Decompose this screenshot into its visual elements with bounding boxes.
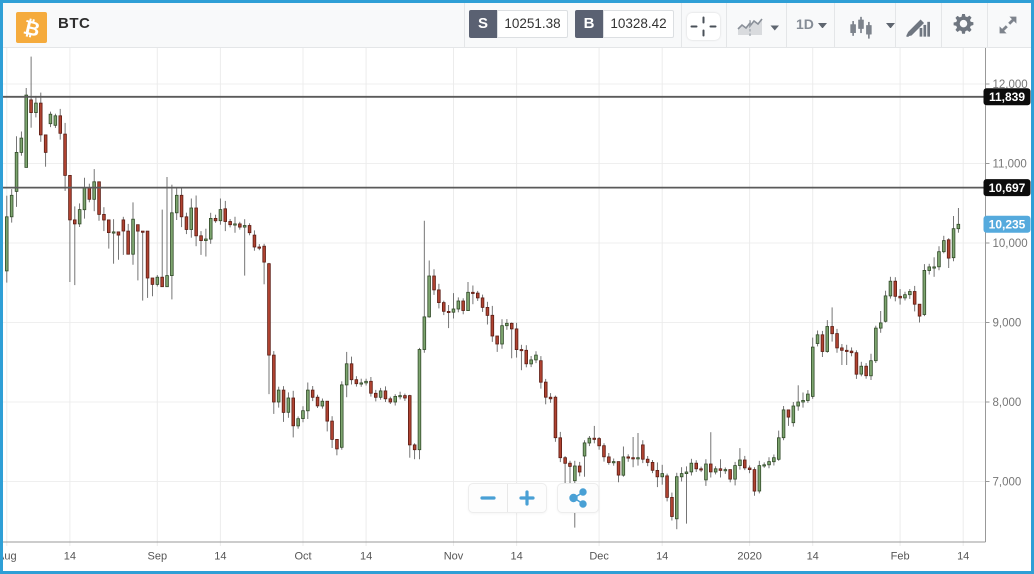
svg-text:2020: 2020 bbox=[737, 551, 761, 563]
svg-text:14: 14 bbox=[214, 551, 226, 563]
svg-text:11,839: 11,839 bbox=[989, 90, 1025, 104]
svg-text:Sep: Sep bbox=[148, 551, 168, 563]
svg-text:₿: ₿ bbox=[21, 16, 42, 41]
svg-text:14: 14 bbox=[360, 551, 372, 563]
svg-text:10,697: 10,697 bbox=[989, 181, 1026, 195]
svg-text:14: 14 bbox=[64, 551, 76, 563]
svg-text:Nov: Nov bbox=[444, 551, 464, 563]
svg-text:14: 14 bbox=[807, 551, 819, 563]
svg-text:7,000: 7,000 bbox=[993, 477, 1022, 489]
svg-text:14: 14 bbox=[656, 551, 668, 563]
svg-text:8,000: 8,000 bbox=[993, 397, 1022, 409]
svg-text:12,000: 12,000 bbox=[993, 79, 1028, 91]
svg-text:9,000: 9,000 bbox=[993, 318, 1022, 330]
svg-text:10,000: 10,000 bbox=[993, 238, 1028, 250]
svg-text:Dec: Dec bbox=[589, 551, 609, 563]
svg-text:Oct: Oct bbox=[294, 551, 311, 563]
svg-text:14: 14 bbox=[957, 551, 969, 563]
svg-text:10,235: 10,235 bbox=[989, 218, 1026, 232]
svg-text:11,000: 11,000 bbox=[993, 159, 1027, 171]
svg-text:Feb: Feb bbox=[891, 551, 910, 563]
svg-text:Aug: Aug bbox=[0, 551, 17, 563]
svg-text:14: 14 bbox=[510, 551, 522, 563]
